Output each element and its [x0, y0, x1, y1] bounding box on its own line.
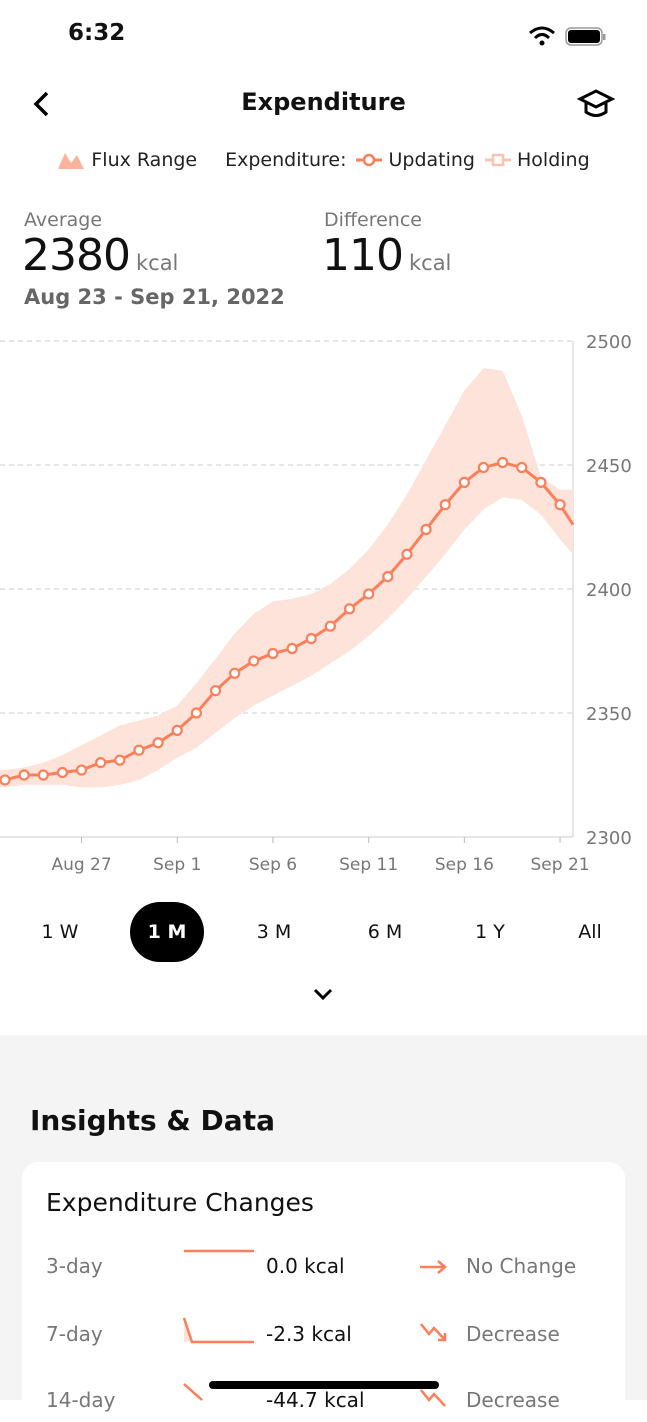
back-icon[interactable] — [30, 90, 54, 118]
holding-icon — [485, 153, 511, 167]
y-tick-label: 2400 — [586, 580, 632, 601]
sparkline-3day — [184, 1249, 254, 1253]
data-point — [554, 499, 566, 511]
x-tick-label: Sep 11 — [339, 855, 398, 875]
chevron-down-icon[interactable] — [312, 986, 334, 1002]
range-1y[interactable]: 1 Y — [475, 921, 505, 943]
data-point — [171, 724, 183, 736]
data-point — [324, 620, 336, 632]
y-tick-label: 2500 — [586, 332, 632, 353]
x-tick-label: Sep 1 — [153, 855, 201, 875]
data-point — [286, 642, 298, 655]
page-title: Expenditure — [241, 88, 406, 116]
data-point — [152, 737, 164, 749]
battery-icon — [565, 27, 606, 46]
status-icons — [529, 26, 606, 46]
insights-title: Insights & Data — [30, 1104, 275, 1137]
change-value: -44.7 kcal — [266, 1388, 365, 1412]
data-point — [18, 769, 30, 781]
data-point — [114, 754, 126, 766]
card-title: Expenditure Changes — [46, 1188, 314, 1217]
wifi-icon — [529, 26, 555, 46]
data-point — [382, 570, 394, 583]
change-status: Decrease — [466, 1322, 560, 1346]
arrow-right-icon — [420, 1260, 447, 1274]
range-1w[interactable]: 1 W — [41, 921, 79, 943]
range-6m[interactable]: 6 M — [367, 921, 403, 943]
difference-unit: kcal — [408, 251, 452, 275]
data-point — [535, 476, 547, 488]
average-label: Average — [24, 209, 103, 231]
range-1m[interactable]: 1 M — [130, 902, 204, 962]
data-point — [401, 548, 413, 560]
flux-range-icon — [58, 153, 85, 169]
trend-down-icon — [420, 1389, 446, 1407]
x-tick-label: Sep 21 — [531, 855, 590, 875]
x-tick-label: Sep 16 — [435, 855, 494, 875]
date-range: Aug 23 - Sep 21, 2022 — [24, 285, 285, 309]
y-tick-label: 2350 — [586, 704, 632, 725]
x-tick-label: Aug 27 — [51, 855, 111, 875]
change-status: Decrease — [466, 1388, 560, 1412]
data-point — [305, 632, 317, 645]
change-row-3day: 3-day 0.0 kcal No Change — [22, 1246, 625, 1286]
data-point — [420, 523, 432, 536]
data-point — [343, 603, 356, 615]
data-point — [0, 774, 11, 786]
change-status: No Change — [466, 1254, 577, 1278]
updating-icon — [356, 153, 383, 167]
data-point — [75, 764, 88, 776]
change-row-7day: 7-day -2.3 kcal Decrease — [22, 1314, 625, 1354]
average-value: 2380 — [22, 230, 131, 281]
range-all[interactable]: All — [578, 921, 602, 943]
data-point — [516, 461, 528, 474]
expenditure-chart[interactable]: 2500 2450 2400 2350 2300 Aug 27 Sep 1 Sep 6 Sep … — [0, 0, 647, 880]
legend-flux: Flux Range — [91, 149, 198, 171]
data-point — [248, 655, 260, 667]
change-value: 0.0 kcal — [266, 1254, 345, 1278]
flux-range-band — [0, 368, 573, 788]
legend-holding: Holding — [517, 149, 590, 171]
time-range-selector: 1 W 1 M 3 M 6 M 1 Y All — [0, 902, 647, 962]
data-point — [363, 588, 375, 600]
data-point — [439, 499, 451, 511]
legend-updating: Updating — [388, 149, 475, 171]
x-tick-label: Sep 6 — [249, 855, 297, 875]
sparkline-14day — [183, 1383, 203, 1401]
home-indicator[interactable] — [209, 1381, 439, 1389]
data-point — [267, 647, 279, 660]
trend-down-icon — [420, 1323, 447, 1342]
data-point — [95, 756, 107, 769]
change-value: -2.3 kcal — [266, 1322, 352, 1346]
data-point — [209, 685, 222, 697]
chart-legend: Flux Range Expenditure: Updating Holding — [0, 149, 647, 171]
graduation-cap-icon[interactable] — [577, 88, 617, 120]
status-time: 6:32 — [68, 20, 126, 46]
y-tick-label: 2300 — [586, 828, 632, 849]
average-unit: kcal — [135, 251, 179, 275]
difference-value: 110 — [322, 230, 404, 281]
data-point — [37, 769, 49, 781]
data-point — [133, 744, 145, 756]
period-label: 3-day — [46, 1254, 103, 1278]
difference-label: Difference — [324, 209, 422, 231]
period-label: 14-day — [46, 1388, 116, 1412]
data-point — [497, 456, 509, 469]
data-point — [190, 707, 202, 719]
period-label: 7-day — [46, 1322, 103, 1346]
range-3m[interactable]: 3 M — [256, 921, 292, 943]
data-point — [229, 667, 241, 679]
legend-expenditure: Expenditure: — [225, 149, 347, 171]
y-tick-label: 2450 — [586, 456, 632, 477]
data-point — [477, 461, 490, 474]
data-point — [56, 766, 69, 779]
sparkline-7day — [182, 1317, 254, 1344]
data-point — [458, 476, 470, 488]
